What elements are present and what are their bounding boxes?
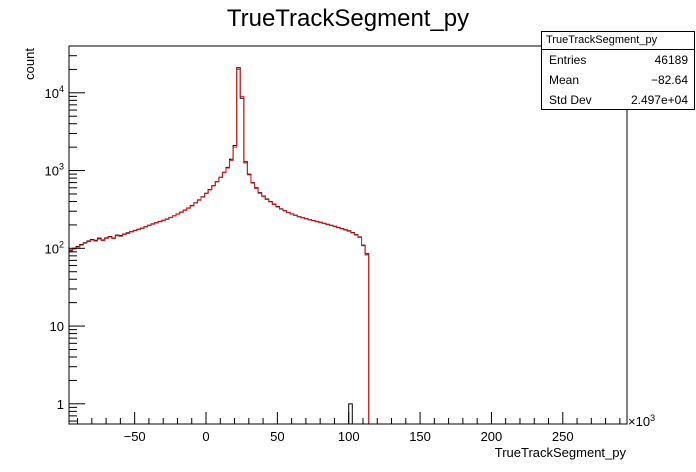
x-tick-label: 200	[481, 429, 503, 444]
x-tick-label: 50	[270, 429, 284, 444]
stats-label: Mean	[549, 73, 580, 87]
axes-layer: −50 0 50 100 150 200 250 1 10 102 103 104	[45, 45, 628, 444]
x-tick-label: 250	[552, 429, 574, 444]
y-tick-label: 104	[45, 84, 64, 101]
x-axis-label: TrueTrackSegment_py	[495, 445, 627, 460]
x-exponent-label: ×103	[628, 413, 655, 429]
stats-row-entries: Entries 46189	[542, 50, 694, 70]
histogram-series-1	[69, 68, 627, 424]
stats-value: 46189	[654, 53, 688, 67]
x-tick-label: 0	[202, 429, 209, 444]
y-tick-label: 103	[45, 162, 64, 179]
x-tick-label: −50	[124, 429, 146, 444]
stats-value: 2.497e+04	[630, 93, 688, 107]
histogram-layer	[69, 67, 627, 424]
histogram-series-0	[69, 67, 627, 424]
stats-title: TrueTrackSegment_py	[542, 32, 694, 50]
chart-title: TrueTrackSegment_py	[227, 5, 469, 32]
y-tick-label: 1	[57, 397, 64, 412]
y-tick-label: 102	[45, 239, 64, 256]
x-tick-label: 150	[409, 429, 431, 444]
y-axis-label: count	[22, 48, 37, 80]
stats-box: TrueTrackSegment_py Entries 46189 Mean −…	[541, 31, 695, 110]
y-tick-label: 10	[50, 319, 64, 334]
x-tick-label: 100	[338, 429, 360, 444]
stats-value: −82.64	[650, 73, 688, 87]
stats-label: Entries	[549, 53, 587, 67]
stats-label: Std Dev	[549, 93, 592, 107]
x-exponent-power: 3	[650, 413, 655, 423]
stats-row-mean: Mean −82.64	[542, 70, 694, 90]
plot-frame	[68, 45, 628, 425]
histogram-extra-bar-0	[348, 403, 353, 424]
stats-row-stddev: Std Dev 2.497e+04	[542, 90, 694, 110]
